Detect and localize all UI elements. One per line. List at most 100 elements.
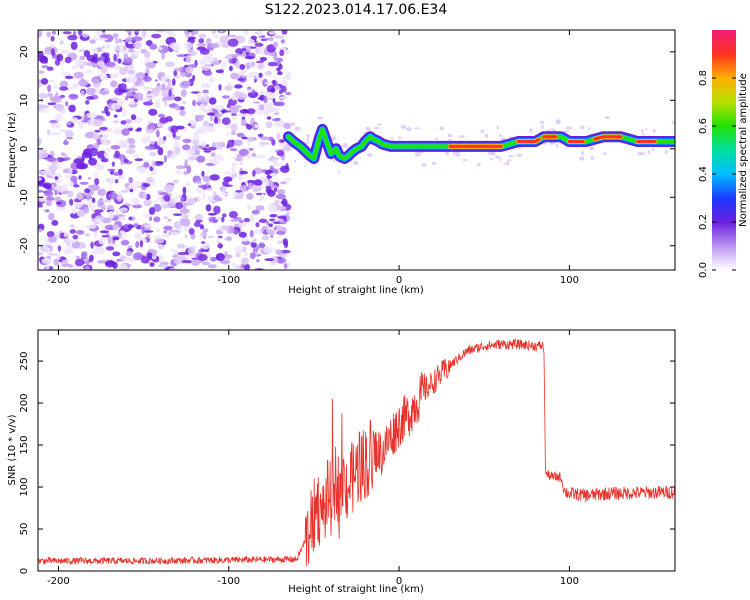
ridge-scatter — [580, 125, 584, 130]
ridge-scatter — [495, 155, 501, 159]
noise-blob — [170, 248, 175, 253]
noise-blob — [224, 251, 228, 257]
noise-blob — [199, 224, 204, 230]
ridge-scatter — [447, 133, 453, 138]
noise-blob — [186, 198, 196, 205]
noise-blob — [265, 70, 272, 76]
noise-blob — [42, 169, 53, 176]
noise-blob — [59, 40, 64, 45]
noise-blob — [94, 129, 101, 133]
ridge-scatter — [414, 127, 421, 130]
noise-blob — [235, 48, 244, 55]
noise-blob — [85, 100, 90, 105]
ridge-scatter — [487, 151, 494, 155]
noise-blob — [157, 147, 164, 156]
noise-blob — [226, 107, 230, 112]
noise-blob — [205, 182, 210, 187]
noise-blob — [272, 79, 276, 86]
noise-blob — [227, 139, 235, 148]
noise-blob — [97, 150, 107, 159]
noise-blob — [65, 101, 69, 107]
noise-blob — [87, 184, 99, 189]
noise-blob — [246, 74, 255, 79]
noise-blob — [86, 192, 92, 201]
colorbar-label: Normalized spectral amplitude — [738, 73, 749, 227]
noise-blob — [93, 133, 99, 141]
noise-blob — [273, 41, 279, 48]
noise-blob — [77, 30, 83, 36]
noise-blob — [213, 205, 221, 215]
ridge-scatter — [367, 153, 373, 158]
noise-blob — [68, 104, 76, 113]
noise-blob — [64, 75, 74, 79]
noise-blob — [107, 177, 116, 183]
noise-blob — [114, 37, 119, 45]
noise-blob — [63, 232, 68, 238]
noise-blob — [264, 258, 275, 261]
y-tick-label: 250 — [19, 352, 30, 371]
noise-blob — [85, 112, 97, 119]
noise-blob — [231, 165, 236, 173]
noise-blob — [110, 80, 118, 88]
noise-blob — [182, 186, 187, 195]
noise-blob — [163, 216, 168, 220]
noise-blob — [105, 246, 115, 251]
noise-blob — [51, 96, 62, 103]
noise-blob — [143, 230, 154, 233]
noise-blob — [78, 175, 82, 180]
ridge-scatter — [294, 126, 301, 132]
noise-blob — [244, 55, 255, 60]
noise-blob — [256, 154, 266, 159]
noise-blob — [112, 33, 118, 39]
noise-blob — [173, 70, 178, 77]
noise-blob — [101, 234, 110, 238]
noise-blob — [245, 154, 252, 159]
noise-blob — [182, 138, 192, 143]
noise-blob — [236, 35, 246, 44]
noise-blob — [276, 132, 281, 140]
noise-blob — [275, 101, 286, 107]
noise-blob — [184, 41, 193, 50]
noise-blob — [50, 150, 55, 157]
colorbar-tick-label: 0.4 — [698, 166, 709, 182]
noise-blob — [54, 179, 62, 184]
noise-blob — [218, 84, 222, 91]
colorbar-ticks: 0.0 0.2 0.4 0.6 0.8 — [698, 70, 736, 278]
noise-blob — [139, 240, 144, 248]
noise-blob — [249, 252, 256, 260]
noise-blob — [54, 113, 63, 122]
noise-blob — [280, 39, 285, 44]
noise-blob — [279, 49, 285, 57]
noise-blob — [239, 160, 244, 166]
ridge-scatter — [353, 160, 359, 166]
noise-blob — [65, 238, 77, 244]
noise-blob — [89, 147, 99, 157]
noise-blob — [86, 96, 95, 100]
noise-blob — [185, 182, 191, 187]
noise-blob — [246, 186, 249, 191]
noise-blob — [194, 114, 205, 118]
noise-blob — [156, 228, 161, 233]
noise-blob — [161, 233, 171, 238]
x-tick-label: 0 — [396, 576, 402, 587]
noise-blob — [195, 213, 203, 222]
noise-region — [38, 30, 292, 270]
noise-blob — [120, 50, 129, 54]
ridge-scatter — [541, 124, 544, 130]
noise-blob — [117, 263, 128, 270]
noise-blob — [38, 203, 43, 208]
noise-blob — [193, 134, 200, 141]
ridge-scatter — [391, 137, 394, 141]
noise-blob — [170, 231, 179, 236]
noise-blob — [146, 120, 153, 124]
ridge-scatter — [421, 163, 427, 167]
noise-blob — [277, 215, 287, 219]
noise-blob — [237, 78, 246, 81]
noise-blob — [265, 37, 269, 41]
noise-blob — [59, 128, 67, 133]
noise-blob — [144, 50, 151, 59]
noise-blob — [240, 119, 247, 126]
noise-blob — [167, 150, 173, 156]
noise-blob — [54, 176, 59, 181]
